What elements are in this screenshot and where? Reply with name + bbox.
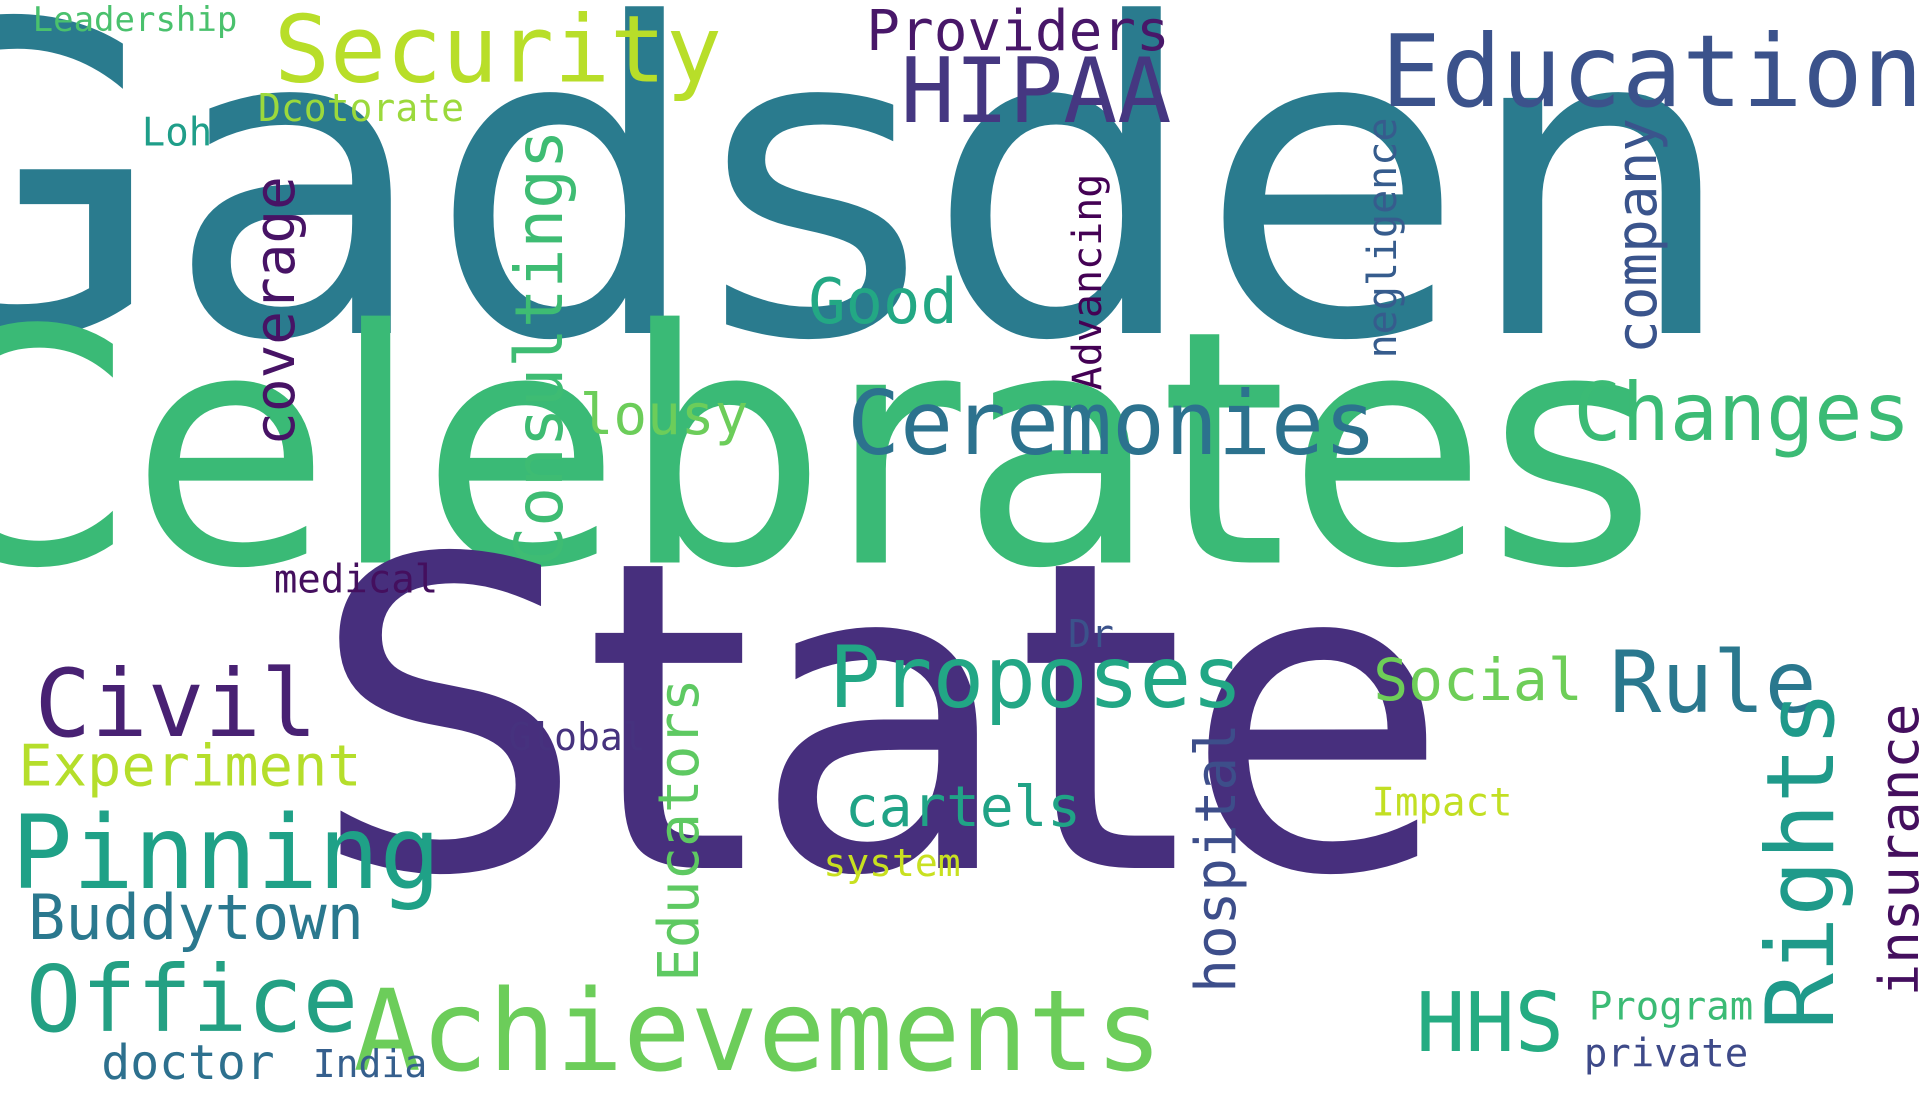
word-leadership: Leadership [32,0,238,40]
word-insurance: insurance [1868,703,1920,997]
word-hipaa: HIPAA [900,39,1172,144]
word-buddytown: Buddytown [28,881,364,954]
word-pinning: Pinning [11,794,441,913]
word-state: State [310,470,1450,970]
word-rights: Rights [1747,690,1856,1030]
word-india: India [312,1042,428,1086]
word-hhs: HHS [1415,976,1565,1071]
word-ceremonies: Ceremonies [847,372,1377,475]
word-proposes: Proposes [828,628,1244,728]
word-hospital: hospital [1184,723,1249,993]
word-office: Office [25,946,359,1053]
word-rule: Rule [1609,633,1817,733]
word-security: Security [274,0,722,104]
word-educators: Educators [647,678,712,982]
word-system: system [823,841,961,885]
word-gadsden: Gadsden [0,0,1737,435]
word-changes: Changes [1573,366,1911,459]
word-lousy: lousy [579,383,749,448]
word-dcotorate: Dcotorate [258,86,464,130]
word-consultings: Consultings [501,129,578,567]
word-celebrates: Celebrates [0,260,1657,640]
word-global: Global [508,715,646,759]
word-providers: Providers [866,0,1170,64]
word-education: Education [1381,13,1920,130]
word-dr: Dr [1068,612,1114,656]
word-negligence: negligence [1360,117,1406,359]
word-social: Social [1373,646,1583,714]
word-advancing: Advancing [1065,173,1111,391]
word-company: company [1605,117,1670,355]
word-private: private [1583,1031,1749,1077]
word-experiment: Experiment [18,733,362,800]
word-good: Good [808,265,958,338]
word-coverage: coverage [243,176,308,446]
word-program: Program [1588,984,1754,1030]
word-doctor: doctor [101,1035,275,1091]
word-cartels: cartels [844,775,1082,840]
word-civil: Civil [34,650,318,759]
word-achievements: Achievements [353,967,1163,1097]
word-medical: medical [273,557,439,603]
word-impact: Impact [1371,780,1513,826]
word-loh: Loh [141,110,213,156]
